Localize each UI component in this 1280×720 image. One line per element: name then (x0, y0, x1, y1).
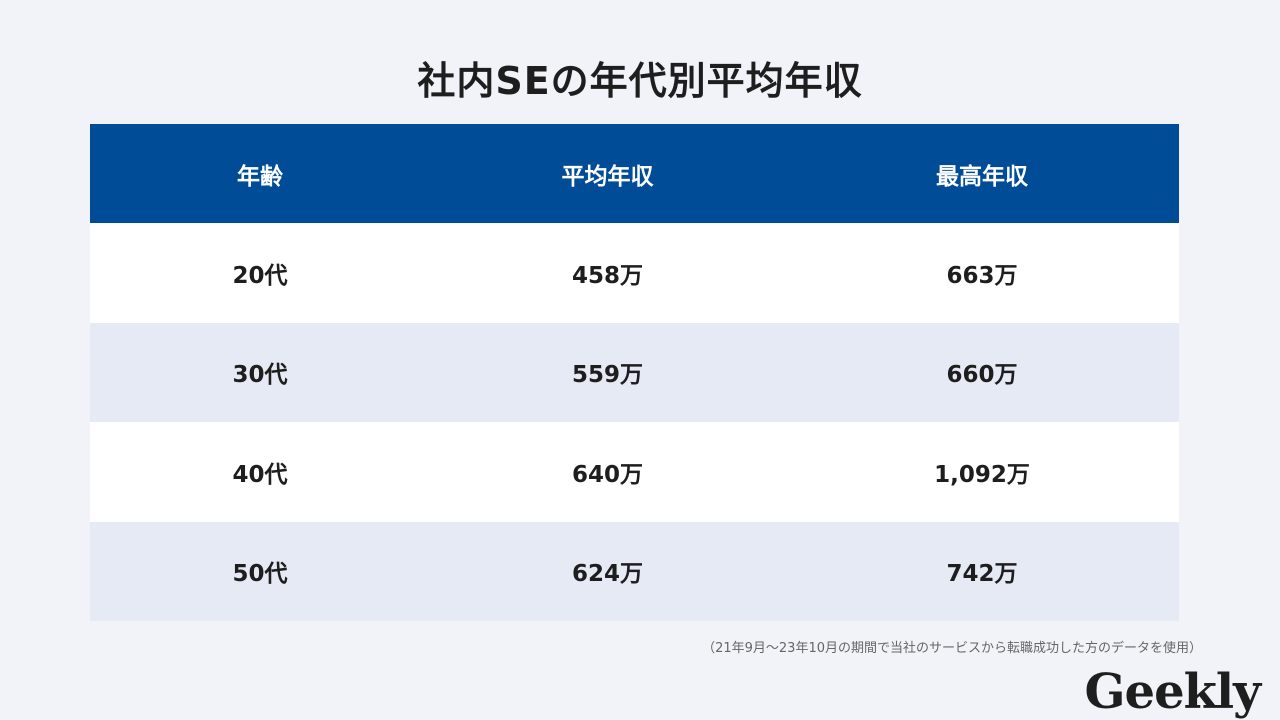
cell-average-income: 640万 (430, 422, 785, 522)
cell-max-income: 660万 (785, 322, 1179, 422)
cell-average-income: 559万 (430, 322, 785, 422)
cell-age: 20代 (90, 223, 430, 323)
table-row: 50代 624万 742万 (90, 521, 1179, 621)
table-row: 20代 458万 663万 (90, 223, 1179, 323)
cell-average-income: 624万 (430, 521, 785, 621)
cell-max-income: 1,092万 (785, 422, 1179, 522)
page-title: 社内SEの年代別平均年収 (417, 59, 863, 103)
table-row: 30代 559万 660万 (90, 322, 1179, 422)
column-header-average-income: 平均年収 (430, 124, 785, 223)
cell-max-income: 742万 (785, 521, 1179, 621)
footnote: （21年9月～23年10月の期間で当社のサービスから転職成功した方のデータを使用… (702, 641, 1202, 656)
cell-age: 50代 (90, 521, 430, 621)
cell-age: 40代 (90, 422, 430, 522)
table-header-row: 年齢 平均年収 最高年収 (90, 124, 1179, 223)
column-header-max-income: 最高年収 (785, 124, 1179, 223)
salary-table: 年齢 平均年収 最高年収 20代 458万 663万 30代 559万 660万… (90, 124, 1179, 621)
column-header-age: 年齢 (90, 124, 430, 223)
cell-age: 30代 (90, 322, 430, 422)
cell-max-income: 663万 (785, 223, 1179, 323)
table-row: 40代 640万 1,092万 (90, 422, 1179, 522)
geekly-logo: Geekly (1084, 664, 1261, 720)
cell-average-income: 458万 (430, 223, 785, 323)
